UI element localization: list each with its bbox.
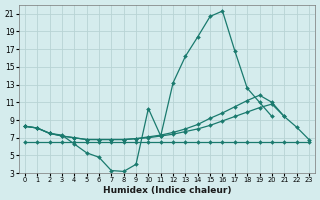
X-axis label: Humidex (Indice chaleur): Humidex (Indice chaleur) (103, 186, 231, 195)
